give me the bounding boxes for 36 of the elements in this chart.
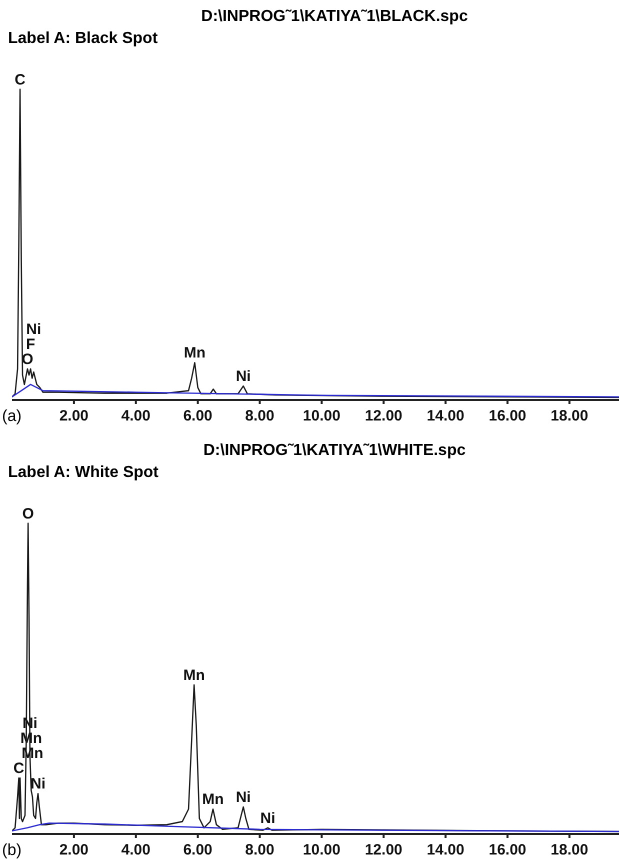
x-tick-label: 16.00: [488, 408, 526, 425]
annotation: Ni: [236, 788, 251, 806]
x-tick-label: 4.00: [121, 842, 150, 859]
x-tick-label: 18.00: [550, 408, 588, 425]
x-tick-label: 8.00: [245, 842, 274, 859]
x-tick-label: 10.00: [302, 842, 340, 859]
annotation: Mn: [184, 344, 206, 362]
annotation: F: [26, 336, 36, 353]
x-tick-label: 8.00: [245, 408, 274, 425]
x-tick-label: 6.00: [183, 842, 212, 859]
text: (b): [2, 842, 22, 860]
annotation: Ni: [30, 776, 46, 793]
x-tick-label: 2.00: [59, 408, 89, 425]
annotation: Ni: [260, 810, 276, 827]
annotation: Ni: [26, 320, 42, 338]
x-tick-label: 4.00: [121, 408, 150, 425]
chart-title: D:\INPROG˜1\KATIYA˜1\BLACK.spc: [200, 8, 469, 26]
x-tick-label: 10.00: [302, 408, 340, 425]
x-tick-label: 14.00: [426, 842, 464, 859]
annotation: O: [22, 505, 34, 522]
annotation: Mn: [183, 666, 205, 684]
x-tick-label: 18.00: [550, 842, 588, 859]
annotation: C: [13, 760, 24, 778]
chart-subtitle: Label A: White Spot: [8, 464, 159, 482]
x-tick-label: 2.00: [59, 842, 89, 859]
text: (a): [2, 408, 22, 426]
x-tick-label: 12.00: [364, 408, 402, 425]
chart-title: D:\INPROG˜1\KATIYA˜1\WHITE.spc: [202, 442, 467, 460]
x-tick-label: 12.00: [364, 842, 402, 859]
x-tick-label: 14.00: [426, 408, 464, 425]
chart-subtitle: Label A: Black Spot: [8, 30, 158, 48]
x-tick-label: 6.00: [183, 408, 212, 425]
annotation: Mn: [202, 791, 224, 808]
annotation: Ni: [236, 368, 251, 386]
x-tick-label: 16.00: [488, 842, 526, 859]
annotation: C: [14, 71, 26, 88]
